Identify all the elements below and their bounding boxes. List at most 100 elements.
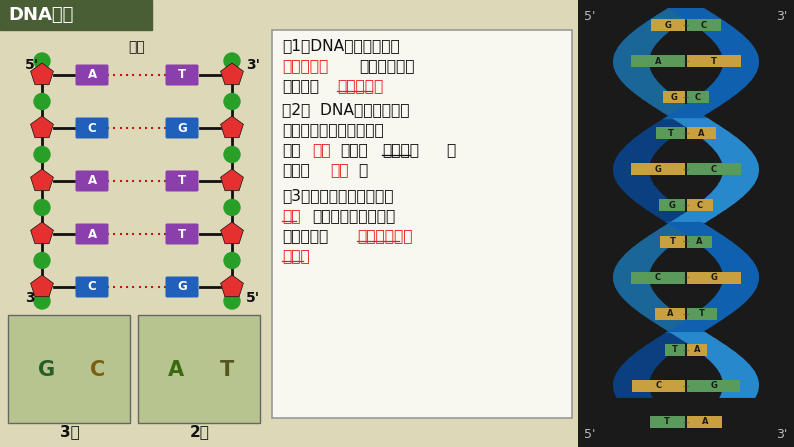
Polygon shape bbox=[689, 345, 736, 353]
FancyBboxPatch shape bbox=[75, 118, 109, 139]
Circle shape bbox=[224, 293, 240, 309]
Text: 对，且遵循: 对，且遵循 bbox=[282, 228, 328, 243]
Text: A: A bbox=[655, 57, 661, 66]
Text: 。: 。 bbox=[358, 162, 368, 177]
Circle shape bbox=[34, 253, 50, 269]
Circle shape bbox=[224, 253, 240, 269]
Text: 碱基在: 碱基在 bbox=[282, 162, 310, 177]
Polygon shape bbox=[685, 312, 732, 320]
Polygon shape bbox=[613, 280, 652, 288]
Circle shape bbox=[224, 147, 240, 163]
Polygon shape bbox=[615, 261, 655, 268]
Polygon shape bbox=[619, 254, 661, 262]
Polygon shape bbox=[620, 144, 664, 152]
Text: 脱氧核苷酸长: 脱氧核苷酸长 bbox=[359, 58, 414, 73]
Text: 氢键: 氢键 bbox=[129, 40, 145, 54]
Text: A: A bbox=[87, 174, 97, 187]
Circle shape bbox=[224, 199, 240, 215]
Text: A: A bbox=[168, 360, 184, 380]
Bar bbox=[655, 308, 685, 320]
Polygon shape bbox=[665, 325, 713, 333]
Text: ---: --- bbox=[682, 130, 690, 136]
FancyBboxPatch shape bbox=[165, 224, 198, 245]
Polygon shape bbox=[617, 364, 659, 372]
Polygon shape bbox=[649, 319, 696, 327]
Polygon shape bbox=[628, 196, 674, 203]
Polygon shape bbox=[619, 293, 661, 301]
Text: 原则。: 原则。 bbox=[282, 248, 310, 263]
Polygon shape bbox=[614, 177, 653, 184]
Circle shape bbox=[224, 93, 240, 110]
Polygon shape bbox=[613, 60, 649, 67]
Polygon shape bbox=[631, 306, 677, 314]
Polygon shape bbox=[692, 131, 738, 139]
Polygon shape bbox=[695, 306, 741, 314]
Polygon shape bbox=[698, 27, 743, 35]
Polygon shape bbox=[636, 345, 683, 353]
Polygon shape bbox=[721, 267, 759, 275]
Text: C: C bbox=[655, 381, 661, 390]
Text: G: G bbox=[710, 381, 717, 390]
Polygon shape bbox=[616, 73, 657, 80]
Text: ---: --- bbox=[682, 22, 690, 28]
Text: 基本骨架: 基本骨架 bbox=[382, 142, 419, 157]
Polygon shape bbox=[692, 92, 738, 100]
Bar bbox=[687, 272, 741, 284]
Polygon shape bbox=[655, 215, 703, 223]
Polygon shape bbox=[622, 190, 665, 197]
Text: A: A bbox=[87, 228, 97, 240]
Polygon shape bbox=[613, 267, 651, 275]
Text: 双螺旋结构: 双螺旋结构 bbox=[337, 78, 384, 93]
Text: ---: --- bbox=[682, 166, 690, 173]
Polygon shape bbox=[31, 222, 53, 244]
Polygon shape bbox=[221, 275, 244, 297]
Polygon shape bbox=[707, 190, 750, 197]
Text: ；: ； bbox=[446, 142, 455, 157]
Polygon shape bbox=[662, 112, 711, 119]
Text: T: T bbox=[668, 129, 673, 138]
Polygon shape bbox=[624, 299, 669, 307]
Polygon shape bbox=[626, 138, 671, 145]
Text: ，构成: ，构成 bbox=[340, 142, 368, 157]
Text: （1）DNA分子是由两条: （1）DNA分子是由两条 bbox=[282, 38, 399, 53]
Text: 外侧: 外侧 bbox=[312, 142, 330, 157]
Bar bbox=[687, 91, 709, 103]
Bar bbox=[272, 30, 572, 418]
Text: 氢键: 氢键 bbox=[282, 208, 300, 223]
Text: T: T bbox=[178, 68, 186, 81]
FancyBboxPatch shape bbox=[165, 277, 198, 298]
Polygon shape bbox=[665, 222, 714, 229]
Text: G: G bbox=[711, 273, 717, 282]
Polygon shape bbox=[637, 21, 684, 29]
Polygon shape bbox=[713, 183, 755, 190]
Polygon shape bbox=[682, 125, 730, 132]
Text: 3': 3' bbox=[776, 9, 788, 22]
Text: ---: --- bbox=[682, 311, 690, 317]
Polygon shape bbox=[615, 287, 656, 294]
Bar bbox=[687, 163, 741, 175]
Text: C: C bbox=[711, 165, 717, 174]
Text: ---: --- bbox=[682, 202, 690, 208]
Bar bbox=[659, 199, 685, 211]
Text: A: A bbox=[667, 309, 673, 318]
Polygon shape bbox=[31, 63, 53, 85]
Polygon shape bbox=[708, 144, 752, 152]
Polygon shape bbox=[699, 351, 744, 359]
Polygon shape bbox=[672, 118, 720, 126]
FancyBboxPatch shape bbox=[165, 118, 198, 139]
Polygon shape bbox=[645, 338, 692, 346]
Text: ---: --- bbox=[682, 94, 690, 100]
Polygon shape bbox=[646, 209, 693, 216]
Polygon shape bbox=[622, 34, 666, 42]
Polygon shape bbox=[221, 222, 244, 244]
Circle shape bbox=[224, 53, 240, 69]
Polygon shape bbox=[719, 371, 758, 379]
Text: ---: --- bbox=[682, 274, 690, 281]
Polygon shape bbox=[628, 351, 673, 359]
Polygon shape bbox=[642, 125, 690, 132]
Bar bbox=[632, 380, 685, 392]
Bar bbox=[631, 55, 685, 67]
Polygon shape bbox=[678, 14, 726, 22]
Polygon shape bbox=[617, 183, 659, 190]
Bar bbox=[687, 416, 723, 428]
